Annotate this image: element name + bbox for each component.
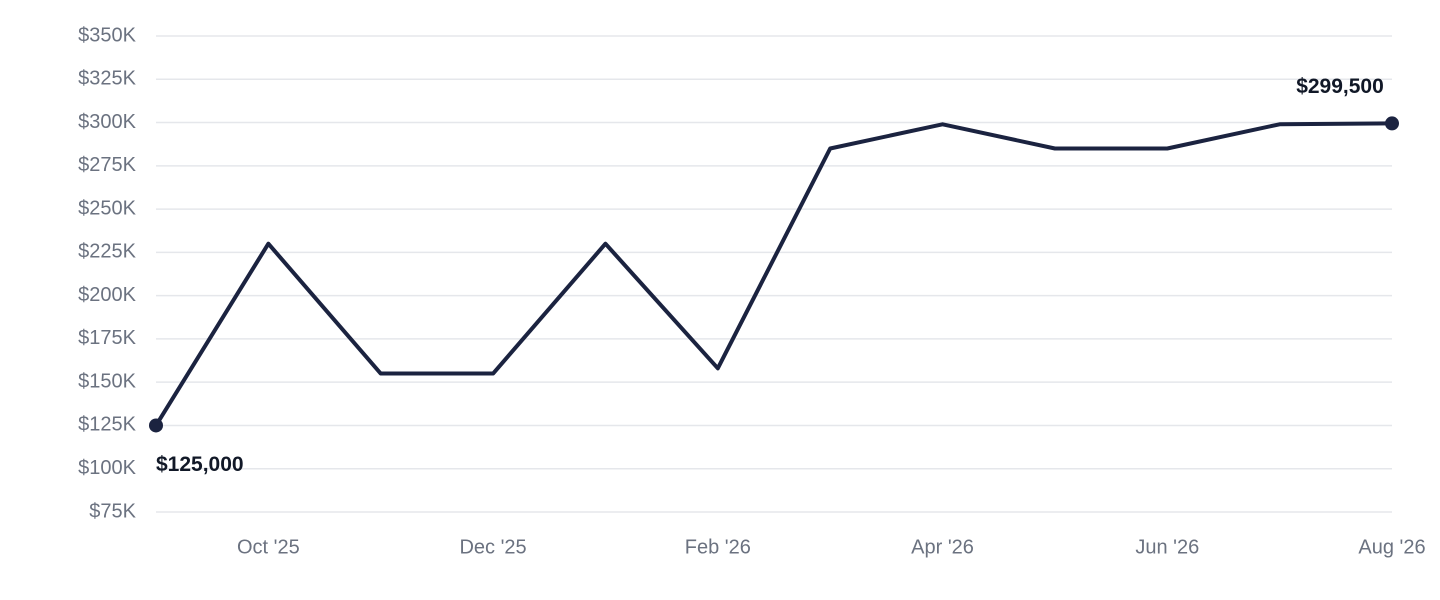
value-label: $299,500 [1296,75,1384,98]
y-tick-label: $175K [78,327,136,349]
point [149,418,163,433]
x-tick-label: Feb '26 [685,536,751,558]
y-tick-label: $325K [78,68,136,90]
y-tick-label: $125K [78,414,136,436]
x-tick-label: Aug '26 [1358,536,1425,558]
y-tick-label: $100K [78,457,136,479]
x-tick-label: Dec '25 [459,536,526,558]
y-tick-label: $150K [78,370,136,392]
x-tick-label: Oct '25 [237,536,300,558]
value-label: $125,000 [156,453,244,476]
line [154,121,1393,427]
x-tick-label: Jun '26 [1135,536,1199,558]
y-tick-label: $200K [78,284,136,306]
y-tick-label: $300K [78,111,136,133]
y-tick-label: $350K [78,24,136,46]
x-tick-label: Apr '26 [911,536,974,558]
y-tick-label: $250K [78,197,136,219]
y-tick-label: $275K [78,154,136,176]
y-tick-label: $75K [89,500,136,522]
point [1385,116,1399,131]
y-tick-label: $225K [78,241,136,263]
